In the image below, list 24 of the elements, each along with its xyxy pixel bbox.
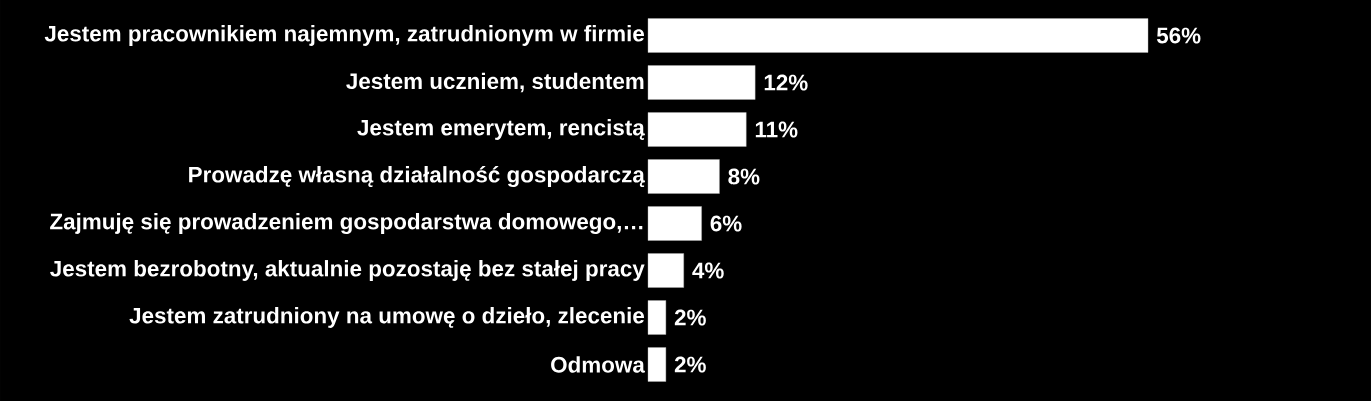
y-tick-label: Zajmuję się prowadzeniem gospodarstwa domowego,… [50,213,643,234]
data-label: 4% [692,262,724,279]
data-label: 2% [674,309,706,326]
y-tick-label: Jestem pracownikiem najemnym, zatrudnionym w firmie [44,25,645,46]
bar [647,347,667,382]
data-label: 11% [755,121,798,138]
bar [647,112,747,147]
y-tick-label: Jestem emerytem, rencistą [357,119,645,140]
y-tick-label: Jestem bezrobotny, aktualnie pozostaję bez stałej pracy [50,260,645,281]
y-tick-label: Prowadzę własną działalność gospodarczą [189,165,645,188]
data-label: 8% [728,168,760,185]
data-label: 2% [674,356,706,373]
data-label: 56% [1156,27,1201,44]
bar [647,18,1149,53]
bar [647,206,702,241]
y-tick-label: Odmowa [551,356,645,373]
data-label: 6% [710,215,742,232]
data-label: 12% [764,74,808,91]
bar [647,253,684,288]
bar [647,65,756,100]
bar [647,159,720,194]
bar [647,300,667,335]
y-tick-label: Jestem zatrudniony na umowę o dzieło, zlecenie [129,307,645,328]
y-tick-label: Jestem uczniem, studentem [346,72,644,93]
